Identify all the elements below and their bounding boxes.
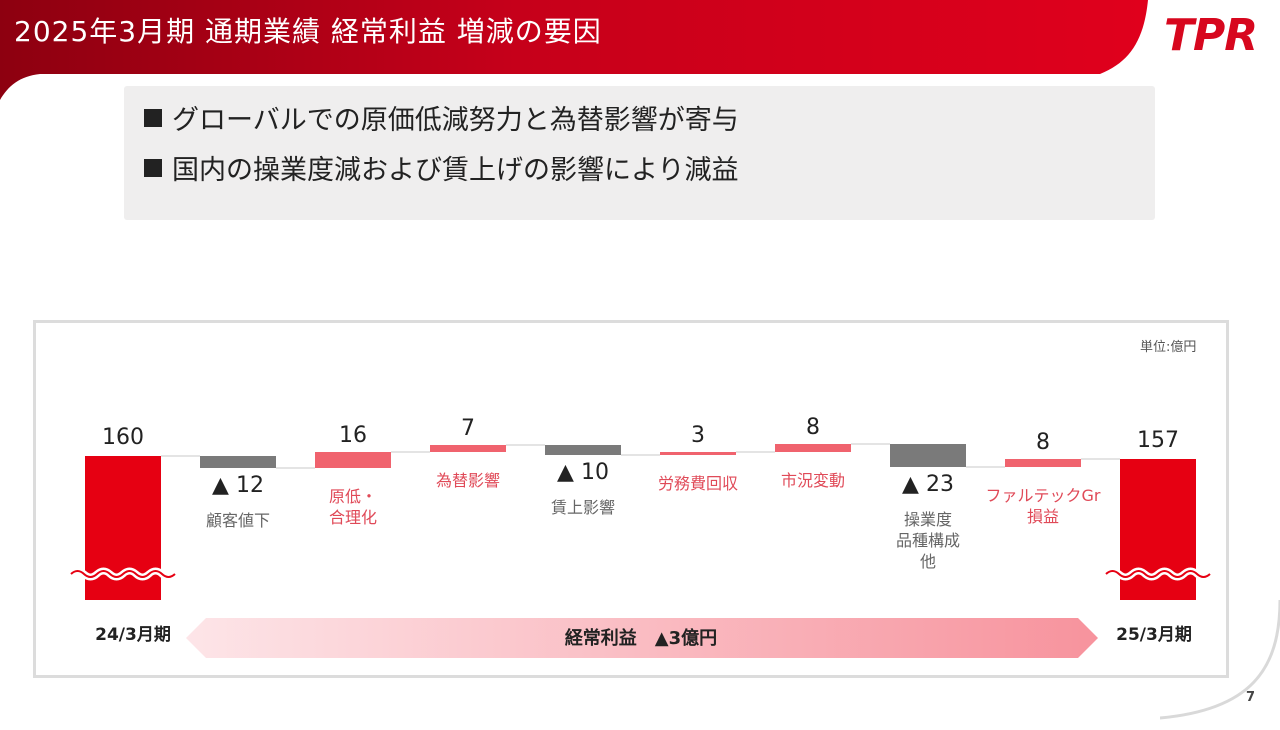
end-value-label: 157 xyxy=(1137,428,1179,453)
page-title: 2025年3月期 通期業績 経常利益 増減の要因 xyxy=(14,15,602,48)
page-number: 7 xyxy=(1246,690,1256,705)
step-category-label: 原低・ xyxy=(329,487,377,506)
step-category-label: 顧客値下 xyxy=(206,511,270,530)
header-background xyxy=(0,0,1148,100)
chart-frame xyxy=(33,320,1229,678)
step-category-label: 労務費回収 xyxy=(658,474,738,493)
summary-bullet-text: 国内の操業度減および賃上げの影響により減益 xyxy=(172,155,739,186)
step-value-label: ▲ 10 xyxy=(557,460,609,485)
step-value-label: 8 xyxy=(806,415,820,440)
step-value-label: 8 xyxy=(1036,430,1050,455)
summary-arrow-label: 経常利益 ▲3億円 xyxy=(565,627,717,649)
axis-break-wave xyxy=(70,570,176,578)
summary-bullet: グローバルでの原価低減努力と為替影響が寄与 xyxy=(144,98,739,137)
start-period-label: 24/3月期 xyxy=(95,625,171,645)
summary-bullet: 国内の操業度減および賃上げの影響により減益 xyxy=(144,148,738,187)
step-category-label: 為替影響 xyxy=(436,471,500,490)
step-value-label: 3 xyxy=(691,423,705,448)
step-category-label: 他 xyxy=(920,552,936,571)
step-value-label: ▲ 23 xyxy=(902,472,954,497)
step-category-label: 市況変動 xyxy=(781,471,845,490)
step-value-label: 7 xyxy=(461,416,475,441)
summary-bullet-text: グローバルでの原価低減努力と為替影響が寄与 xyxy=(172,105,739,136)
unit-label: 単位:億円 xyxy=(1140,340,1197,355)
step-bar xyxy=(430,445,506,452)
header-banner: 2025年3月期 通期業績 経常利益 増減の要因 TPR xyxy=(0,0,1280,110)
step-bar xyxy=(200,456,276,468)
summary-box: グローバルでの原価低減努力と為替影響が寄与 国内の操業度減および賃上げの影響によ… xyxy=(124,86,1155,220)
step-bar xyxy=(660,452,736,455)
step-value-label: 16 xyxy=(339,423,367,448)
step-category-label: 品種構成 xyxy=(896,531,960,550)
company-logo: TPR xyxy=(1164,10,1258,61)
step-bar xyxy=(1005,459,1081,467)
step-category-label: 賃上影響 xyxy=(551,498,615,517)
step-bar xyxy=(545,445,621,455)
bullet-square-icon xyxy=(144,159,162,177)
step-category-label: 合理化 xyxy=(329,508,377,527)
step-bar xyxy=(890,444,966,467)
step-value-label: ▲ 12 xyxy=(212,473,264,498)
step-bar xyxy=(315,452,391,468)
step-category-label: 操業度 xyxy=(904,510,952,529)
step-bar xyxy=(775,444,851,452)
bullet-square-icon xyxy=(144,109,162,127)
summary-arrow xyxy=(186,618,1098,658)
step-category-label: ファルテックGr xyxy=(986,486,1101,505)
step-category-label: 損益 xyxy=(1027,507,1059,526)
end-period-label: 25/3月期 xyxy=(1116,625,1192,645)
corner-decoration xyxy=(1160,600,1280,720)
start-value-label: 160 xyxy=(102,425,144,450)
axis-break-wave xyxy=(1105,570,1211,578)
